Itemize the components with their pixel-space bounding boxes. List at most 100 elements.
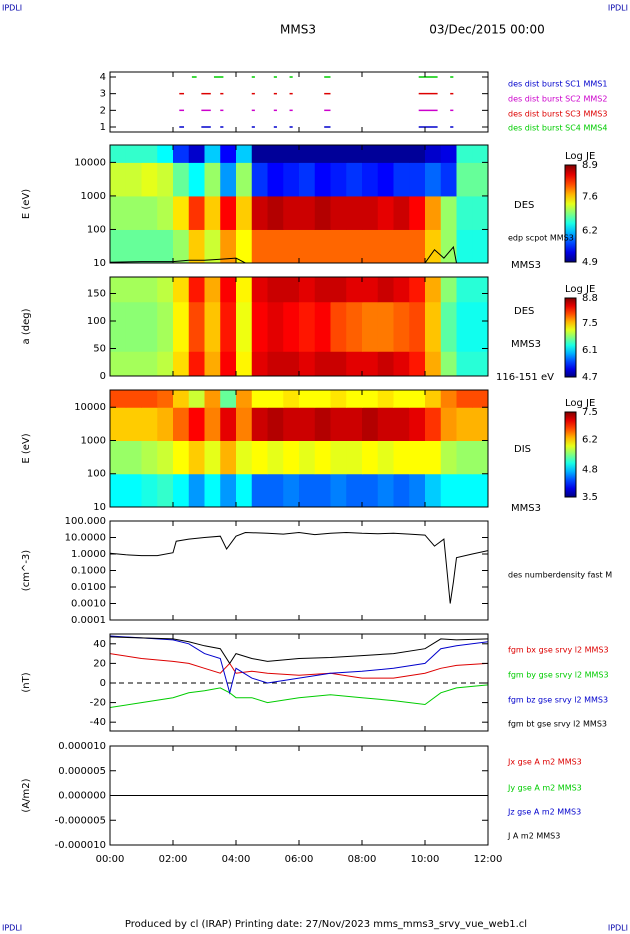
heat-cell xyxy=(425,390,442,408)
heat-cell xyxy=(393,351,410,376)
heat-cell xyxy=(393,145,410,163)
panel-frame xyxy=(109,520,489,621)
heat-cell xyxy=(409,390,426,408)
heat-cell xyxy=(440,390,457,408)
heat-cell xyxy=(409,473,426,507)
heat-cell xyxy=(330,301,347,327)
heat-cell xyxy=(236,277,253,303)
heat-cell xyxy=(204,229,221,263)
spacecraft-label: MMS3 xyxy=(511,260,541,271)
heat-cell xyxy=(141,162,158,197)
heat-cell xyxy=(236,440,253,475)
heat-cell xyxy=(330,351,347,376)
legend-entry: J A m2 MMS3 xyxy=(507,832,560,841)
y-tick-label: 1000 xyxy=(81,435,106,446)
heat-cell xyxy=(456,301,473,327)
y-tick-label: 1.0000 xyxy=(71,549,106,560)
y-axis-label: (nT) xyxy=(21,672,32,692)
heat-cell xyxy=(330,229,347,263)
spacecraft-label: MMS3 xyxy=(511,339,541,350)
heat-cell xyxy=(362,195,379,230)
y-tick-label: 0 xyxy=(100,678,106,689)
heat-cell xyxy=(409,440,426,475)
heat-cell xyxy=(173,277,190,303)
heat-cell xyxy=(330,195,347,230)
y-tick-label: 100.000 xyxy=(65,516,106,527)
heat-cell xyxy=(393,390,410,408)
y-tick-label: 2 xyxy=(100,105,106,116)
heat-cell xyxy=(393,301,410,327)
heat-cell xyxy=(267,407,284,441)
heat-cell xyxy=(456,229,473,263)
heat-cell xyxy=(110,277,127,303)
heat-cell xyxy=(472,473,488,507)
heat-cell xyxy=(157,326,174,352)
heat-cell xyxy=(346,407,363,441)
heat-cell xyxy=(346,277,363,303)
heat-cell xyxy=(267,473,284,507)
colorbar-title: Log JE xyxy=(565,284,595,295)
heat-cell xyxy=(409,145,426,163)
heat-cell xyxy=(330,145,347,163)
heat-cell xyxy=(204,390,221,408)
heat-cell xyxy=(362,440,379,475)
heat-cell xyxy=(377,390,394,408)
heat-cell xyxy=(110,390,127,408)
heat-cell xyxy=(440,145,457,163)
heat-cell xyxy=(173,145,190,163)
heat-cell xyxy=(283,407,300,441)
heat-cell xyxy=(157,440,174,475)
heat-cell xyxy=(173,351,190,376)
heat-cell xyxy=(251,229,268,263)
y-tick-label: 0 xyxy=(100,371,106,382)
heat-cell xyxy=(141,440,158,475)
legend-entry: fgm bt gse srvy l2 MMS3 xyxy=(508,720,607,729)
heat-cell xyxy=(204,351,221,376)
heat-cell xyxy=(173,229,190,263)
heat-cell xyxy=(440,162,457,197)
heat-cell xyxy=(157,301,174,327)
heat-cell xyxy=(314,390,331,408)
heat-cell xyxy=(157,407,174,441)
y-tick-label: 0.0010 xyxy=(71,599,106,610)
heat-cell xyxy=(299,229,316,263)
y-tick-label: -20 xyxy=(90,698,106,709)
y-tick-label: 0.0100 xyxy=(71,582,106,593)
heat-cell xyxy=(188,301,205,327)
heat-cell xyxy=(425,229,442,263)
heat-cell xyxy=(299,145,316,163)
heat-cell xyxy=(251,145,268,163)
heat-cell xyxy=(362,145,379,163)
heat-cell xyxy=(346,301,363,327)
heat-cell xyxy=(157,351,174,376)
y-tick-label: 100 xyxy=(87,316,106,327)
heat-cell xyxy=(362,162,379,197)
heat-cell xyxy=(330,277,347,303)
heat-cell xyxy=(204,301,221,327)
heat-cell xyxy=(173,162,190,197)
heat-cell xyxy=(267,162,284,197)
heat-cell xyxy=(409,229,426,263)
heat-cell xyxy=(188,326,205,352)
heat-cell xyxy=(283,440,300,475)
heat-cell xyxy=(251,195,268,230)
heat-cell xyxy=(125,195,142,230)
heat-cell xyxy=(472,390,488,408)
heat-cell xyxy=(472,407,488,441)
heat-cell xyxy=(220,326,237,352)
colorbar-tick-label: 7.6 xyxy=(582,192,598,203)
energy-label: 116-151 eV xyxy=(496,372,554,383)
heat-cell xyxy=(267,277,284,303)
heat-cell xyxy=(110,229,127,263)
spacecraft-label: MMS3 xyxy=(511,503,541,514)
heat-cell xyxy=(456,351,473,376)
heat-cell xyxy=(456,440,473,475)
heat-cell xyxy=(188,229,205,263)
heat-cell xyxy=(346,473,363,507)
heat-cell xyxy=(173,390,190,408)
heat-cell xyxy=(251,390,268,408)
heat-cell xyxy=(157,162,174,197)
heat-cell xyxy=(173,473,190,507)
heat-cell xyxy=(314,229,331,263)
y-tick-label: -0.000010 xyxy=(55,840,106,851)
